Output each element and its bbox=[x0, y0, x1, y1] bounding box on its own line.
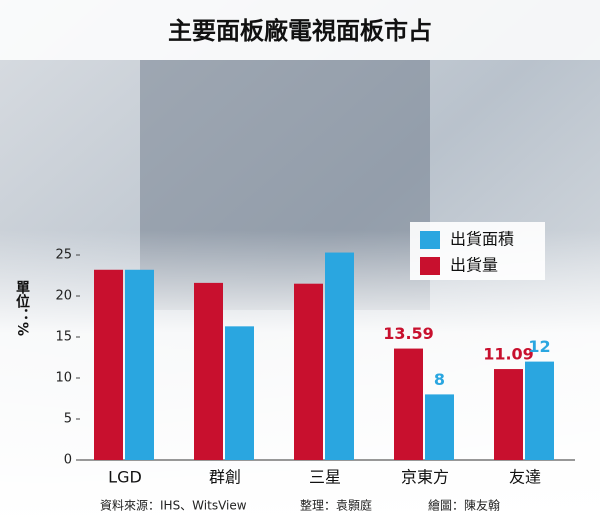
x-tick-label: 三星 bbox=[309, 468, 341, 487]
y-tick-label: 0 bbox=[64, 453, 72, 468]
legend-swatch bbox=[420, 231, 440, 249]
bar bbox=[194, 282, 223, 460]
bar bbox=[325, 252, 354, 460]
x-tick-label: LGD bbox=[108, 468, 142, 487]
value-label: 11.09 bbox=[483, 345, 534, 364]
y-tick-label: 10 bbox=[55, 371, 72, 386]
y-tick-label: 20 bbox=[55, 289, 72, 304]
value-label: 13.59 bbox=[383, 324, 434, 343]
value-label: 12 bbox=[528, 337, 550, 356]
x-tick-label: 京東方 bbox=[401, 468, 449, 487]
source-note: 資料來源：IHS、WitsView bbox=[100, 499, 247, 513]
title-band bbox=[0, 0, 600, 60]
source-note: 繪圖：陳友翰 bbox=[428, 498, 500, 513]
source-note: 整理：袁顥庭 bbox=[300, 498, 372, 513]
bar bbox=[294, 283, 323, 460]
y-tick-label: 25 bbox=[55, 248, 72, 263]
x-tick-label: 友達 bbox=[509, 468, 541, 487]
legend-label: 出貨量 bbox=[450, 256, 498, 275]
y-tick-label: 15 bbox=[55, 330, 72, 345]
bar bbox=[525, 361, 554, 460]
bar bbox=[94, 269, 123, 460]
bar bbox=[494, 369, 523, 460]
legend-label: 出貨面積 bbox=[450, 230, 514, 249]
x-tick-label: 群創 bbox=[209, 468, 241, 487]
legend-swatch bbox=[420, 257, 440, 275]
y-axis-label: 單位：% bbox=[14, 280, 30, 336]
value-label: 8 bbox=[434, 370, 445, 389]
bar bbox=[394, 348, 423, 460]
bar bbox=[425, 394, 454, 460]
bar bbox=[225, 326, 254, 460]
bar bbox=[125, 269, 154, 460]
chart-title: 主要面板廠電視面板市占 bbox=[168, 17, 432, 45]
y-tick-label: 5 bbox=[64, 412, 72, 427]
